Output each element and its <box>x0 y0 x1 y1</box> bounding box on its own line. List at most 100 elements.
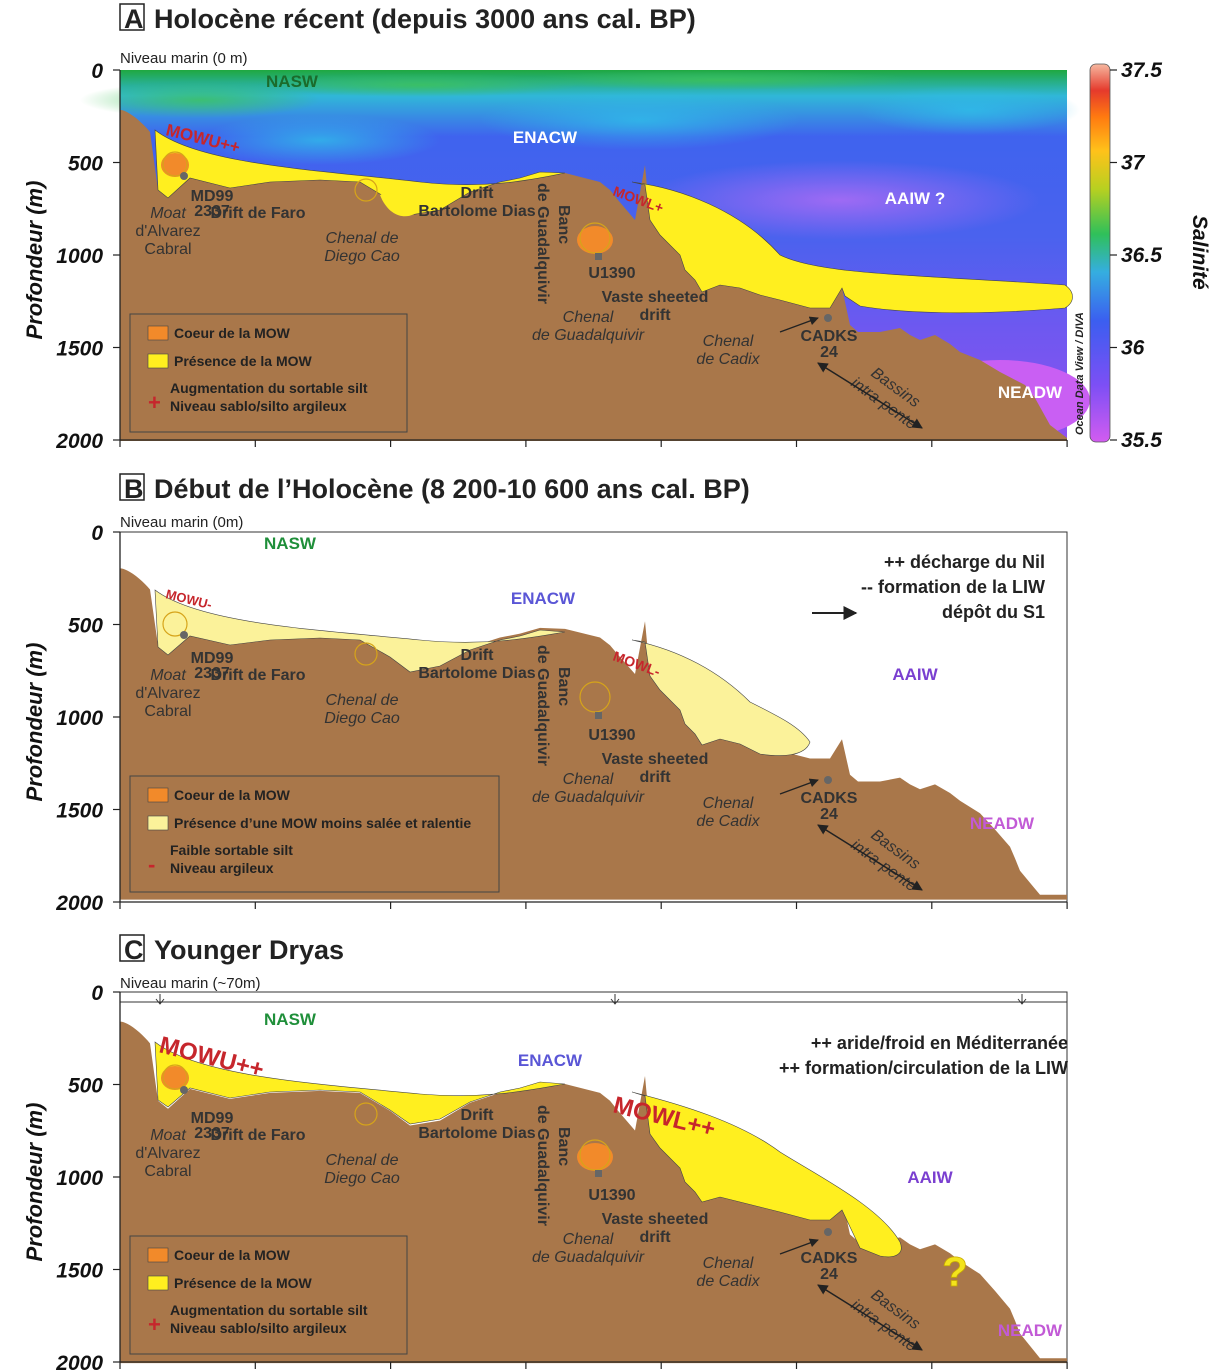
y-tick-label: 500 <box>68 1075 103 1098</box>
colorbar-tick-label: 35.5 <box>1121 429 1162 452</box>
core-cadks-label: 24 <box>820 344 838 361</box>
chenal-guadalquivir-label: de Guadalquivir <box>532 789 645 806</box>
drift-faro-label: Drift de Faro <box>210 667 305 684</box>
panel-a-mow-core-upper <box>161 153 189 177</box>
panel-note: -- formation de la LIW <box>861 577 1045 597</box>
y-tick-label: 500 <box>68 615 103 638</box>
y-tick-label: 1000 <box>56 707 103 730</box>
chenal-diego-label: Diego Cao <box>324 248 400 265</box>
banc-label: Banc <box>555 667 572 706</box>
moat-label: d'Alvarez <box>135 1145 200 1162</box>
panel-a: A Holocène récent (depuis 3000 ans cal. … <box>80 3 1090 441</box>
panel-c-sea-level: Niveau marin (~70m) <box>120 975 260 992</box>
legend-box <box>129 775 500 893</box>
panel-a-letter: A <box>124 4 144 34</box>
moat-label: Moat <box>150 667 186 684</box>
core-u1390-label: U1390 <box>588 1187 635 1204</box>
y-tick-label: 1000 <box>56 1167 103 1190</box>
panel-c-letter: C <box>124 935 144 965</box>
chenal-cadix-label: de Cadix <box>696 351 760 368</box>
colorbar-scale <box>1089 63 1111 443</box>
y-tick-label: 1500 <box>56 338 103 361</box>
legend-item: Présence d’une MOW moins salée et ralent… <box>174 815 471 831</box>
colorbar-tick-label: 36 <box>1121 337 1145 360</box>
moat-label: Cabral <box>144 703 191 720</box>
y-axis-label: Profondeur (m) <box>22 643 47 802</box>
legend-item: Niveau sablo/silto argileux <box>170 398 347 414</box>
vaste-drift-label: drift <box>639 307 671 324</box>
chenal-cadix-label: de Cadix <box>696 813 760 830</box>
moat-label: Moat <box>150 205 186 222</box>
colorbar-title: Salinité <box>1188 215 1211 290</box>
drift-bartolome-label: Drift <box>461 185 495 202</box>
panel-b-sea-level: Niveau marin (0m) <box>120 514 243 531</box>
salinity-colorbar: 37.5 37 36.5 36 35.5 Salinité Ocean Data Vie… <box>1074 59 1211 452</box>
water-mass-label: ENACW <box>518 1051 583 1070</box>
chenal-guadalquivir-label: Chenal <box>563 309 614 326</box>
legend-item: Augmentation du sortable silt <box>170 1302 368 1318</box>
chenal-guadalquivir-label: de Guadalquivir <box>532 327 645 344</box>
legend-item: Augmentation du sortable silt <box>170 380 368 396</box>
chenal-guadalquivir-label: Chenal <box>563 1231 614 1248</box>
y-tick-label: 2000 <box>55 1352 103 1371</box>
y-tick-label: 0 <box>91 522 103 545</box>
chenal-guadalquivir-label: Chenal <box>563 771 614 788</box>
y-axis-label: Profondeur (m) <box>22 1103 47 1262</box>
y-tick-label: 1500 <box>56 1260 103 1283</box>
core-cadks-label: 24 <box>820 806 838 823</box>
chenal-cadix-arrow <box>779 778 819 795</box>
legend-item: Présence de la MOW <box>174 353 313 369</box>
panel-a-title: Holocène récent (depuis 3000 ans cal. BP… <box>154 4 696 34</box>
legend-item: Coeur de la MOW <box>174 325 291 341</box>
question-mark: ? <box>942 1248 968 1295</box>
core-cadks-label: CADKS <box>801 328 858 345</box>
panel-note: ++ formation/circulation de la LIW <box>779 1058 1068 1078</box>
colorbar-tick-label: 37.5 <box>1121 59 1162 82</box>
legend-item: Présence de la MOW <box>174 1275 313 1291</box>
legend-box <box>129 313 408 433</box>
colorbar-tick-label: 37 <box>1121 152 1146 175</box>
chenal-cadix-label: Chenal <box>703 333 754 350</box>
core-md99-label: 2337 <box>194 203 230 220</box>
panel-a-letter-box <box>119 3 145 31</box>
bassins-arrow <box>817 1284 923 1351</box>
legend-item: Niveau sablo/silto argileux <box>170 1320 347 1336</box>
chenal-diego-label: Chenal de <box>326 230 399 247</box>
panel-a-mow-core-lower <box>577 226 613 254</box>
legend-symbol: - <box>148 852 155 877</box>
drift-faro-label: Drift de Faro <box>210 1127 305 1144</box>
water-mass-label: AAIW ? <box>885 189 945 208</box>
water-mass-label: NASW <box>264 534 317 553</box>
drift-bartolome-label: Drift <box>461 647 495 664</box>
core-cadks-label: CADKS <box>801 790 858 807</box>
core-cadks-label: 24 <box>820 1266 838 1283</box>
legend-swatch-core <box>147 787 169 803</box>
banc-label: de Guadalquivir <box>534 645 551 766</box>
chenal-diego-label: Chenal de <box>326 692 399 709</box>
water-mass-label: NASW <box>266 72 319 91</box>
drift-bartolome-label: Bartolome Dias <box>418 1125 535 1142</box>
chenal-guadalquivir-label: de Guadalquivir <box>532 1249 645 1266</box>
legend-swatch-core <box>147 325 169 341</box>
core-u1390-label: U1390 <box>588 727 635 744</box>
moat-label: Cabral <box>144 241 191 258</box>
chenal-cadix-label: Chenal <box>703 1255 754 1272</box>
vaste-drift-label: Vaste sheeted <box>602 289 709 306</box>
chenal-diego-label: Chenal de <box>326 1152 399 1169</box>
y-tick-label: 500 <box>68 153 103 176</box>
water-mass-label: ENACW <box>513 128 578 147</box>
drift-bartolome-label: Drift <box>461 1107 495 1124</box>
bassins-arrow <box>817 824 923 891</box>
moat-label: d'Alvarez <box>135 223 200 240</box>
y-axis-label: Profondeur (m) <box>22 181 47 340</box>
banc-label: de Guadalquivir <box>534 1105 551 1226</box>
moat-label: Moat <box>150 1127 186 1144</box>
moat-label: d'Alvarez <box>135 685 200 702</box>
legend-swatch-presence <box>147 353 169 369</box>
banc-label: de Guadalquivir <box>534 183 551 304</box>
bassins-arrow <box>817 362 923 429</box>
legend-item: Faible sortable silt <box>170 842 293 858</box>
y-tick-label: 1000 <box>56 245 103 268</box>
legend-symbol: + <box>148 1312 161 1337</box>
panel-c: C Younger Dryas Niveau marin (~70m) <box>119 934 1068 1364</box>
